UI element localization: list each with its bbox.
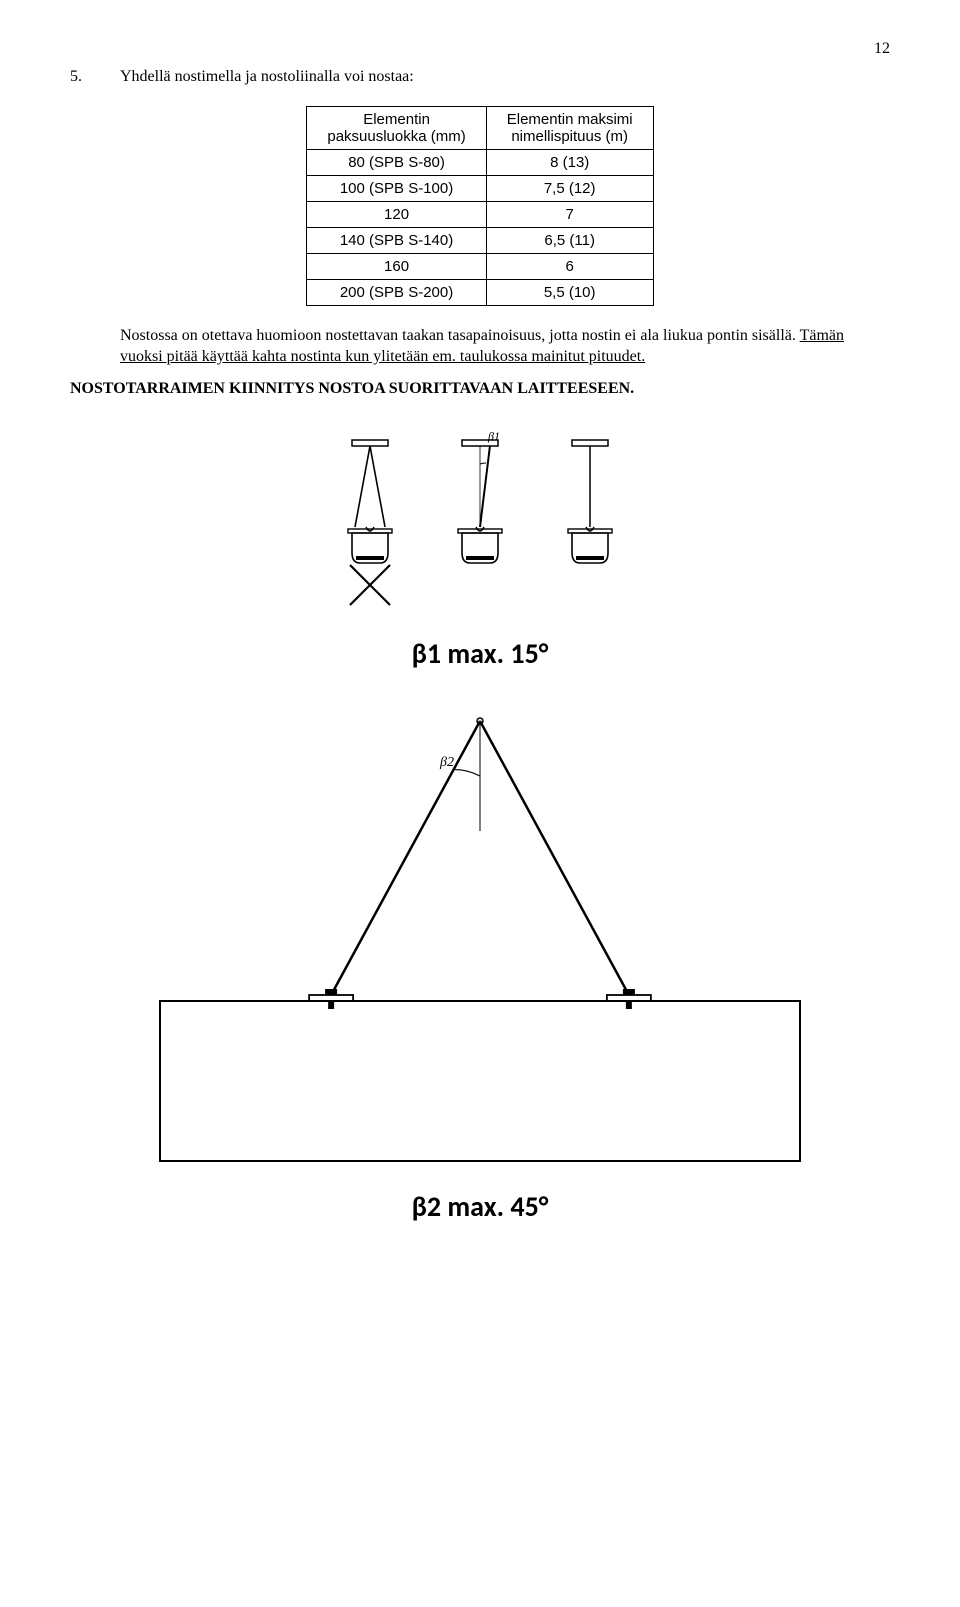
table-row: 80 (SPB S-80)8 (13) [307, 150, 653, 176]
section-heading: 5. Yhdellä nostimella ja nostoliinalla v… [70, 68, 890, 86]
table-row: 100 (SPB S-100)7,5 (12) [307, 176, 653, 202]
cell-length: 8 (13) [486, 150, 653, 176]
svg-text:β2: β2 [439, 755, 454, 770]
table-row: 1207 [307, 202, 653, 228]
cell-thickness: 80 (SPB S-80) [307, 150, 486, 176]
cell-length: 7 [486, 202, 653, 228]
cell-thickness: 120 [307, 202, 486, 228]
page-number: 12 [70, 40, 890, 58]
table-row: 200 (SPB S-200)5,5 (10) [307, 280, 653, 306]
cell-length: 6 [486, 254, 653, 280]
cell-length: 7,5 (12) [486, 176, 653, 202]
table-header-thickness: Elementin paksuusluokka (mm) [307, 107, 486, 150]
cell-thickness: 100 (SPB S-100) [307, 176, 486, 202]
diagram-beta2: β2 β2 max. 45° [70, 701, 890, 1224]
attachment-heading: NOSTOTARRAIMEN KIINNITYS NOSTOA SUORITTA… [70, 380, 890, 398]
table-row: 1606 [307, 254, 653, 280]
section-number: 5. [70, 68, 120, 86]
cell-thickness: 200 (SPB S-200) [307, 280, 486, 306]
note-text: Nostossa on otettava huomioon nostettava… [120, 327, 800, 344]
svg-text:β1: β1 [487, 429, 500, 443]
section-title: Yhdellä nostimella ja nostoliinalla voi … [120, 68, 414, 86]
beta1-svg: β1 [300, 428, 660, 628]
cell-thickness: 160 [307, 254, 486, 280]
cell-thickness: 140 (SPB S-140) [307, 228, 486, 254]
cell-length: 5,5 (10) [486, 280, 653, 306]
beta1-caption: β1 max. 15° [70, 636, 890, 671]
diagram-beta1: β1 β1 max. 15° [70, 428, 890, 671]
table-header-length: Elementin maksimi nimellispituus (m) [486, 107, 653, 150]
note-paragraph: Nostossa on otettava huomioon nostettava… [120, 326, 890, 368]
lift-capacity-table: Elementin paksuusluokka (mm) Elementin m… [306, 106, 653, 306]
table-row: 140 (SPB S-140)6,5 (11) [307, 228, 653, 254]
beta2-svg: β2 [130, 701, 830, 1181]
beta2-caption: β2 max. 45° [70, 1189, 890, 1224]
cell-length: 6,5 (11) [486, 228, 653, 254]
